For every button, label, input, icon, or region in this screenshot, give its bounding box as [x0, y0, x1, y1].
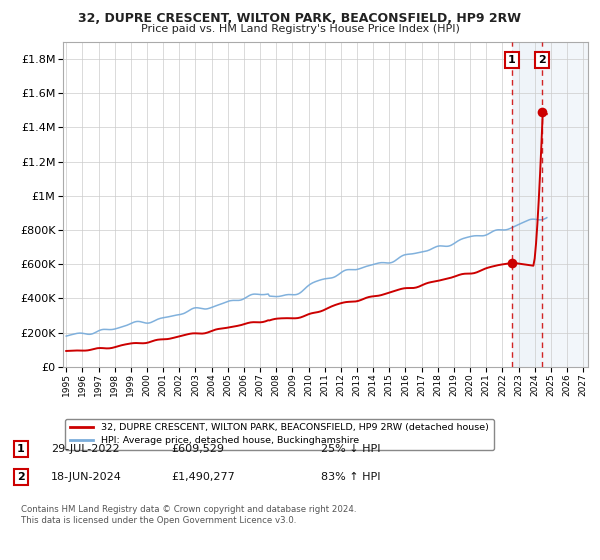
Text: Contains HM Land Registry data © Crown copyright and database right 2024.
This d: Contains HM Land Registry data © Crown c…	[21, 505, 356, 525]
Legend: 32, DUPRE CRESCENT, WILTON PARK, BEACONSFIELD, HP9 2RW (detached house), HPI: Av: 32, DUPRE CRESCENT, WILTON PARK, BEACONS…	[65, 419, 494, 450]
Text: 29-JUL-2022: 29-JUL-2022	[51, 444, 119, 454]
Text: 83% ↑ HPI: 83% ↑ HPI	[321, 472, 380, 482]
Text: Price paid vs. HM Land Registry's House Price Index (HPI): Price paid vs. HM Land Registry's House …	[140, 24, 460, 34]
Text: 1: 1	[508, 55, 515, 65]
Text: £609,529: £609,529	[171, 444, 224, 454]
Bar	[512, 42, 542, 367]
Text: 1: 1	[17, 444, 25, 454]
Text: £1,490,277: £1,490,277	[171, 472, 235, 482]
Text: 2: 2	[538, 55, 546, 65]
Text: 2: 2	[17, 472, 25, 482]
Text: 32, DUPRE CRESCENT, WILTON PARK, BEACONSFIELD, HP9 2RW: 32, DUPRE CRESCENT, WILTON PARK, BEACONS…	[79, 12, 521, 25]
Text: 18-JUN-2024: 18-JUN-2024	[51, 472, 122, 482]
Text: 25% ↓ HPI: 25% ↓ HPI	[321, 444, 380, 454]
Bar	[542, 42, 591, 367]
Bar	[542, 42, 591, 367]
